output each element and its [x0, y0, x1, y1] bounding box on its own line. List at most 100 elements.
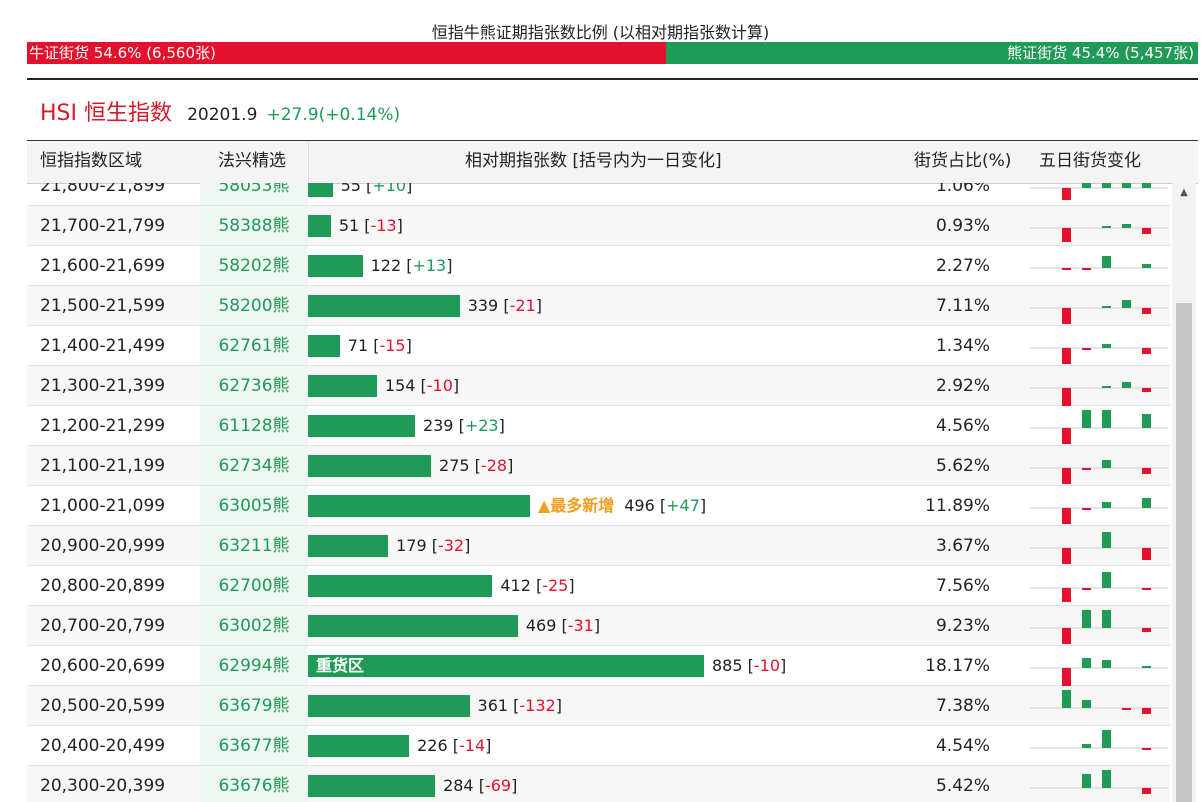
mini-chart-bar: [1082, 744, 1091, 748]
scrollbar-thumb[interactable]: [1176, 303, 1192, 802]
five-day-mini-chart: [1030, 690, 1168, 714]
product-code-link[interactable]: 63211熊: [218, 536, 290, 556]
mini-chart-bar: [1082, 658, 1091, 668]
table-header: 恒指指数区域 法兴精选 相对期指张数 [括号内为一日变化] 街货占比(%) 五日…: [27, 141, 1198, 184]
share-cell: 4.54%: [935, 736, 990, 756]
mini-chart-bar: [1142, 708, 1151, 714]
mini-chart-bar: [1082, 610, 1091, 628]
product-code-link[interactable]: 62734熊: [218, 456, 290, 476]
contracts-bar: [308, 295, 460, 317]
contracts-bar: [308, 775, 436, 797]
table-row[interactable]: 21,200-21,299 61128熊 239 [+23] 4.56%: [27, 406, 1170, 446]
index-range-cell: 20,300-20,399: [40, 776, 166, 796]
index-range-cell: 21,200-21,299: [40, 416, 166, 436]
mini-chart-bar: [1102, 344, 1111, 348]
contracts-value: 469 [-31]: [525, 616, 601, 635]
product-code-link[interactable]: 58388熊: [218, 216, 290, 236]
product-code-link[interactable]: 62761熊: [218, 336, 290, 356]
contracts-bar: [308, 255, 363, 277]
product-code-link[interactable]: 58200熊: [218, 296, 290, 316]
vertical-scrollbar[interactable]: ▲: [1172, 183, 1196, 802]
share-cell: 9.23%: [935, 616, 990, 636]
product-code-link[interactable]: 63679熊: [218, 696, 290, 716]
mini-chart-bar: [1142, 228, 1151, 234]
contracts-bar: [308, 375, 377, 397]
table-row[interactable]: 21,500-21,599 58200熊 339 [-21] 7.11%: [27, 286, 1170, 326]
product-code-link[interactable]: 58053熊: [218, 183, 290, 196]
contracts-bar: [308, 495, 530, 517]
mini-chart-bar: [1122, 382, 1131, 388]
contracts-bar: [308, 415, 415, 437]
product-code-cell: 63677熊: [200, 726, 308, 765]
mini-chart-bar: [1082, 508, 1091, 510]
mini-chart-bar: [1062, 508, 1071, 524]
mini-chart-bar: [1062, 228, 1071, 242]
index-value: 20201.9: [187, 105, 258, 125]
daily-change: -132: [519, 696, 556, 715]
table-row[interactable]: 20,800-20,899 62700熊 412 [-25] 7.56%: [27, 566, 1170, 606]
mini-chart-bar: [1142, 748, 1151, 750]
mini-chart-bar: [1122, 708, 1131, 710]
contracts-bar: [308, 183, 333, 197]
index-range-cell: 20,700-20,799: [40, 616, 166, 636]
mini-chart-bar: [1062, 388, 1071, 406]
product-code-link[interactable]: 62700熊: [218, 576, 290, 596]
table-row[interactable]: 21,600-21,699 58202熊 122 [+13] 2.27%: [27, 246, 1170, 286]
contracts-value: 226 [-14]: [417, 736, 492, 755]
daily-change: -32: [437, 536, 465, 555]
table-body[interactable]: 21,800-21,899 58053熊 55 [+10] 1.06% 21,700-2…: [27, 183, 1170, 802]
product-code-link[interactable]: 63676熊: [218, 776, 290, 796]
mini-chart-bar: [1122, 300, 1131, 308]
five-day-mini-chart: [1030, 300, 1168, 324]
contracts-value: 361 [-132]: [477, 696, 562, 715]
mini-chart-bar: [1142, 388, 1151, 392]
contracts-bar: [308, 735, 410, 757]
mini-chart-bar: [1082, 183, 1091, 188]
mini-chart-bar: [1142, 666, 1151, 668]
table-row[interactable]: 21,400-21,499 62761熊 71 [-15] 1.34%: [27, 326, 1170, 366]
scroll-up-arrow-icon[interactable]: ▲: [1180, 187, 1188, 198]
daily-change: -10: [753, 656, 781, 675]
table-row[interactable]: 21,700-21,799 58388熊 51 [-13] 0.93%: [27, 206, 1170, 246]
col-header-range: 恒指指数区域: [40, 151, 142, 171]
daily-change: -21: [509, 296, 536, 315]
product-code-link[interactable]: 63002熊: [218, 616, 290, 636]
product-code-cell: 58200熊: [200, 286, 308, 325]
mini-chart-bar: [1062, 628, 1071, 644]
share-cell: 5.42%: [935, 776, 990, 796]
table-row[interactable]: 21,100-21,199 62734熊 275 [-28] 5.62%: [27, 446, 1170, 486]
product-code-link[interactable]: 62994熊: [218, 656, 290, 676]
index-summary: HSI 恒生指数 20201.9 +27.9(+0.14%): [40, 95, 400, 127]
table-row[interactable]: 20,400-20,499 63677熊 226 [-14] 4.54%: [27, 726, 1170, 766]
mini-chart-bar: [1062, 268, 1071, 270]
bull-street-goods-segment: 牛证街货 54.6% (6,560张): [27, 42, 667, 64]
contracts-bar: [308, 535, 389, 557]
product-code-link[interactable]: 58202熊: [218, 256, 290, 276]
mini-chart-bar: [1142, 264, 1151, 268]
daily-change: +23: [464, 416, 499, 435]
contracts-count: 55: [340, 183, 361, 195]
product-code-link[interactable]: 62736熊: [218, 376, 290, 396]
table-row[interactable]: 21,000-21,099 63005熊 ▲最多新增 496 [+47] 11.89%: [27, 486, 1170, 526]
mini-chart-bar: [1142, 548, 1151, 560]
table-row[interactable]: 21,800-21,899 58053熊 55 [+10] 1.06%: [27, 183, 1170, 206]
mini-chart-bar: [1142, 788, 1151, 794]
table-row[interactable]: 20,700-20,799 63002熊 469 [-31] 9.23%: [27, 606, 1170, 646]
mini-chart-bar: [1102, 226, 1111, 228]
mini-chart-bar: [1062, 548, 1071, 564]
product-code-link[interactable]: 63005熊: [218, 496, 290, 516]
contracts-value: 412 [-25]: [500, 576, 575, 595]
table-row[interactable]: 20,900-20,999 63211熊 179 [-32] 3.67%: [27, 526, 1170, 566]
product-code-link[interactable]: 61128熊: [218, 416, 290, 436]
table-row[interactable]: 20,600-20,699 62994熊 重货区 885 [-10] 18.17%: [27, 646, 1170, 686]
five-day-mini-chart: [1030, 256, 1168, 270]
contracts-value: 55 [+10]: [341, 183, 413, 206]
col-header-product: 法兴精选: [218, 151, 286, 171]
table-row[interactable]: 20,300-20,399 63676熊 284 [-69] 5.42%: [27, 766, 1170, 802]
contracts-value: 339 [-21]: [467, 296, 542, 315]
index-range-cell: 21,300-21,399: [40, 376, 166, 396]
table-row[interactable]: 21,300-21,399 62736熊 154 [-10] 2.92%: [27, 366, 1170, 406]
mini-chart-bar: [1142, 588, 1151, 590]
table-row[interactable]: 20,500-20,599 63679熊 361 [-132] 7.38%: [27, 686, 1170, 726]
product-code-link[interactable]: 63677熊: [218, 736, 290, 756]
